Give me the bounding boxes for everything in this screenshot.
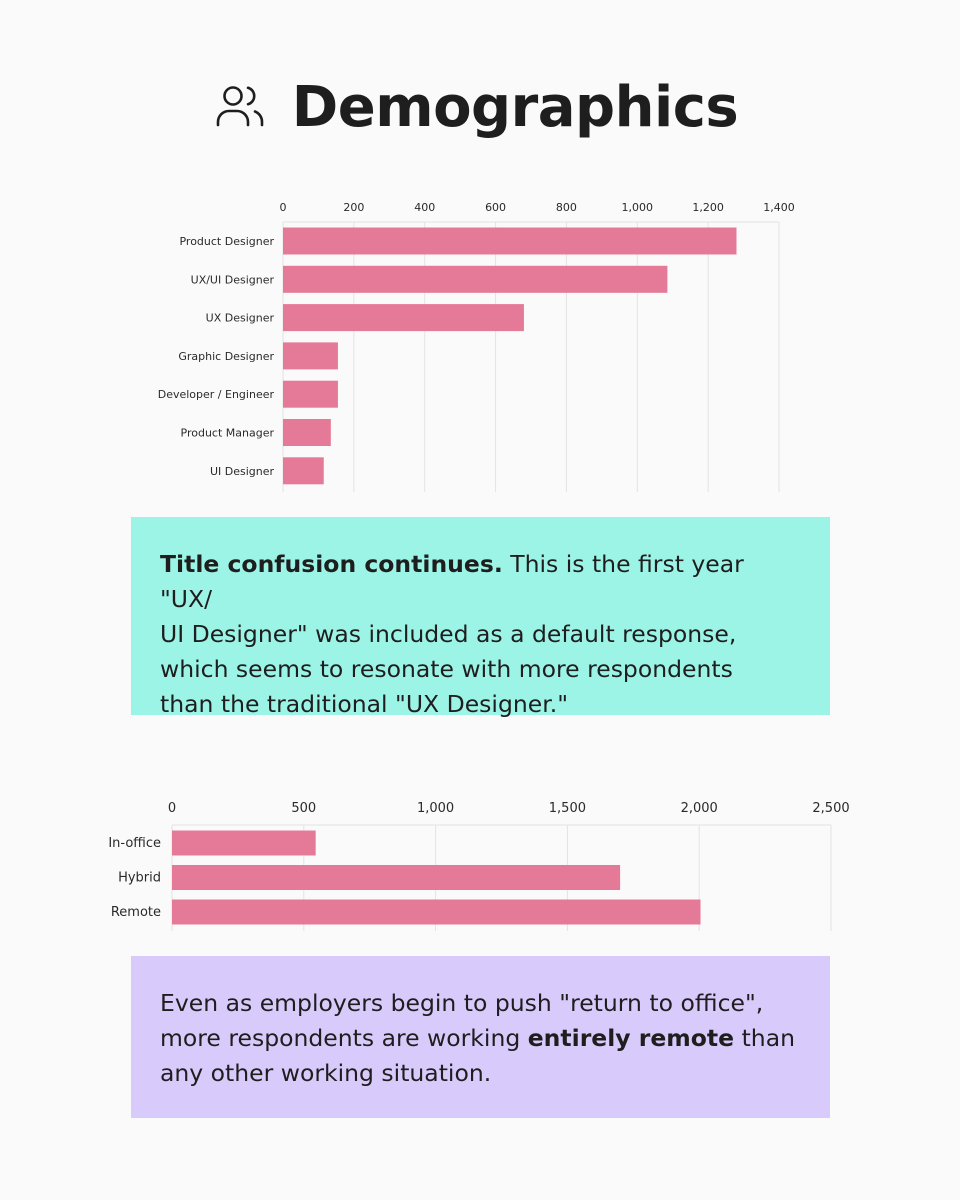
callout-bold-phrase: entirely remote xyxy=(527,1024,735,1052)
bar xyxy=(283,265,668,293)
callout-line: Even as employers begin to push "return … xyxy=(160,989,764,1017)
callout-line: any other working situation. xyxy=(160,1059,492,1087)
callout-line: than xyxy=(734,1024,795,1052)
callout-line: more respondents are working xyxy=(160,1024,528,1052)
x-tick-label: 2,000 xyxy=(681,801,718,816)
category-label: UX Designer xyxy=(206,312,275,325)
x-tick-label: 1,000 xyxy=(622,201,654,214)
users-icon xyxy=(216,86,264,127)
callout-text: Title confusion continues. This is the f… xyxy=(160,547,800,722)
bar xyxy=(172,899,701,925)
bar xyxy=(283,342,338,370)
bar xyxy=(172,865,621,890)
callout-bold-lead: Title confusion continues. xyxy=(160,550,503,578)
bar xyxy=(283,457,324,485)
bar xyxy=(283,380,338,408)
job-title-bar-chart: 0 200 400 600 800 1,000 1,200 1,400 Product Desi… xyxy=(158,201,795,492)
x-tick-label: 200 xyxy=(343,201,364,214)
callout-line: which seems to resonate with more respon… xyxy=(160,655,733,683)
category-label: Product Designer xyxy=(179,235,274,248)
x-tick-label: 0 xyxy=(168,801,176,816)
x-tick-label: 800 xyxy=(556,201,577,214)
bar xyxy=(283,419,331,446)
x-tick-label: 1,000 xyxy=(417,801,454,816)
callout-text: Even as employers begin to push "return … xyxy=(160,986,800,1091)
callout-line: UI Designer" was included as a default r… xyxy=(160,620,737,648)
bar xyxy=(283,304,524,332)
x-tick-label: 1,400 xyxy=(763,201,795,214)
category-label: Developer / Engineer xyxy=(158,388,275,401)
x-tick-label: 1,200 xyxy=(692,201,724,214)
x-tick-label: 400 xyxy=(414,201,435,214)
category-label: UX/UI Designer xyxy=(191,273,275,286)
callout-line: than the traditional "UX Designer." xyxy=(160,690,569,718)
title-confusion-callout: Title confusion continues. This is the f… xyxy=(131,517,830,718)
remote-work-callout: Even as employers begin to push "return … xyxy=(131,956,830,1118)
bar xyxy=(283,227,737,255)
category-label: Remote xyxy=(111,905,161,920)
category-label: UI Designer xyxy=(210,465,275,478)
page-header: Demographics xyxy=(0,62,960,152)
category-label: In-office xyxy=(108,836,161,851)
x-tick-label: 1,500 xyxy=(549,801,586,816)
x-tick-label: 600 xyxy=(485,201,506,214)
page-title: Demographics xyxy=(291,74,739,140)
category-label: Graphic Designer xyxy=(178,350,274,363)
bar xyxy=(172,830,316,856)
callout-line: This is the first year "UX/ xyxy=(160,550,744,613)
x-tick-label: 0 xyxy=(280,201,287,214)
category-label: Product Manager xyxy=(181,427,275,440)
category-label: Hybrid xyxy=(118,871,161,886)
x-tick-label: 500 xyxy=(291,801,316,816)
x-tick-label: 2,500 xyxy=(812,801,849,816)
work-situation-bar-chart: 0 500 1,000 1,500 2,000 2,500 In-office Hybrid R… xyxy=(108,801,850,931)
